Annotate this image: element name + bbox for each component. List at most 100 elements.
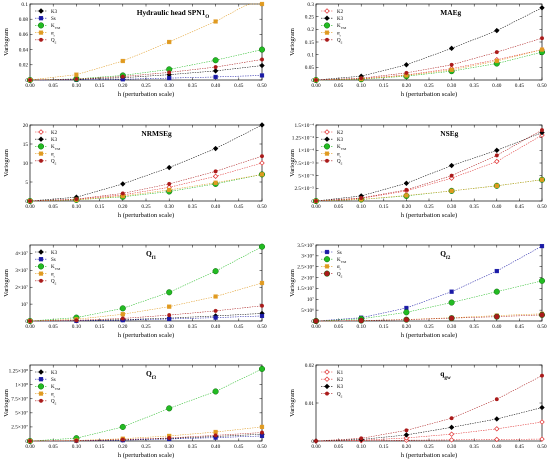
y-tick-label: 1×10⁻⁴ [298,148,314,154]
y-tick-label: 0.02 [305,363,315,369]
legend-marker [323,22,331,29]
data-point [260,57,265,62]
data-point [74,197,79,202]
data-point [259,313,265,319]
data-point [539,5,545,11]
y-axis-title: Variogram [3,27,10,56]
series-2 [313,5,545,83]
legend-label: Q2 [51,39,57,45]
y-tick-label: 3×10⁷ [15,268,28,274]
legend-label: Q2 [337,39,343,45]
legend-label: Q2 [337,392,343,398]
y-tick-label: 0.04 [19,47,29,53]
y-tick-label: 0 [311,439,314,445]
y-tick-label: 5×10⁻⁵ [298,173,314,179]
legend-marker [324,136,330,142]
data-point [403,432,410,438]
data-point [540,373,545,378]
legend-marker [324,249,330,255]
plot-frame [315,364,543,442]
data-point [212,173,219,179]
legend-label: KVM [51,145,61,151]
data-point [539,243,545,249]
legend-label: Ss [51,378,56,383]
legend-label: K3 [337,385,344,390]
x-tick-label: 0.10 [72,83,82,89]
y-tick-label: 7.5×10⁷ [11,397,28,403]
data-point [260,430,265,435]
legend-marker [38,151,44,156]
legend-marker [323,270,331,277]
legend-label: Q2 [337,272,343,278]
data-point [449,67,454,72]
x-tick-label: 0.15 [379,83,389,89]
data-point [213,294,218,299]
x-tick-label: 0.15 [95,444,105,450]
y-tick-label: 2.5×10⁷ [297,265,314,271]
x-tick-label: 0.45 [234,324,244,330]
y-tick-label: 0.3 [307,2,314,8]
y-tick-label: 7.5×10⁻⁵ [294,161,314,167]
data-point [494,153,499,158]
series-line [29,124,263,202]
data-point [494,268,499,274]
y-tick-label: 15 [23,142,29,148]
x-axis-title: h (perturbation scale) [118,91,174,98]
x-tick-label: 0.25 [424,83,434,89]
data-point [448,437,455,443]
data-point [449,416,454,421]
x-tick-label: 0.25 [141,83,151,89]
x-tick-label: 0.40 [492,204,502,210]
data-point [404,70,409,75]
legend-label: Q2 [337,160,343,166]
y-axis-title: Variogram [289,27,296,56]
legend-marker [324,151,330,156]
legend-marker [325,391,330,396]
series-5 [28,303,265,324]
x-tick-label: 0.00 [25,204,35,210]
data-point [448,299,455,306]
data-point [259,433,265,439]
data-point [167,313,172,318]
data-point [449,62,454,67]
y-tick-label: 1.5×10⁻⁴ [294,123,314,129]
data-point [538,277,546,284]
series-line [29,49,263,81]
x-tick-label: 0.40 [211,444,221,450]
data-point [539,419,545,425]
series-1 [313,132,545,204]
y-axis-title: Variogram [289,388,296,417]
data-point [120,316,125,321]
legend-marker [324,264,330,269]
x-axis-title: h (perturbation scale) [401,91,457,98]
legend-label: K3 [337,138,344,143]
x-tick-label: 0.20 [402,83,412,89]
data-point [212,145,219,152]
series-line [29,75,263,81]
legend-label: K3 [51,10,58,15]
x-tick-label: 0.20 [118,204,128,210]
data-point [213,19,218,24]
y-tick-label: 5×10⁷ [15,411,28,417]
legend-marker [38,271,44,276]
data-point [259,122,265,128]
series-line [29,432,263,442]
chart-panel-7: 0.00 0.05 0.10 0.15 0.20 0.25 0.30 0.35 0.40 0.45… [3,364,267,459]
x-axis-title: h (perturbation scale) [401,212,457,219]
legend-label: Ss [51,258,56,263]
data-point [213,433,218,438]
data-point [259,73,265,78]
data-point [540,128,545,133]
data-point [259,1,265,7]
series-5 [28,57,265,82]
series-1 [313,436,545,444]
data-point [28,439,33,444]
legend-label: K2 [337,131,344,136]
y-tick-label: 0 [25,439,28,445]
y-tick-label: 2.5×10⁻⁵ [294,186,314,192]
data-point [448,431,455,437]
data-point [260,303,265,308]
legend-label: KVM [337,258,347,264]
